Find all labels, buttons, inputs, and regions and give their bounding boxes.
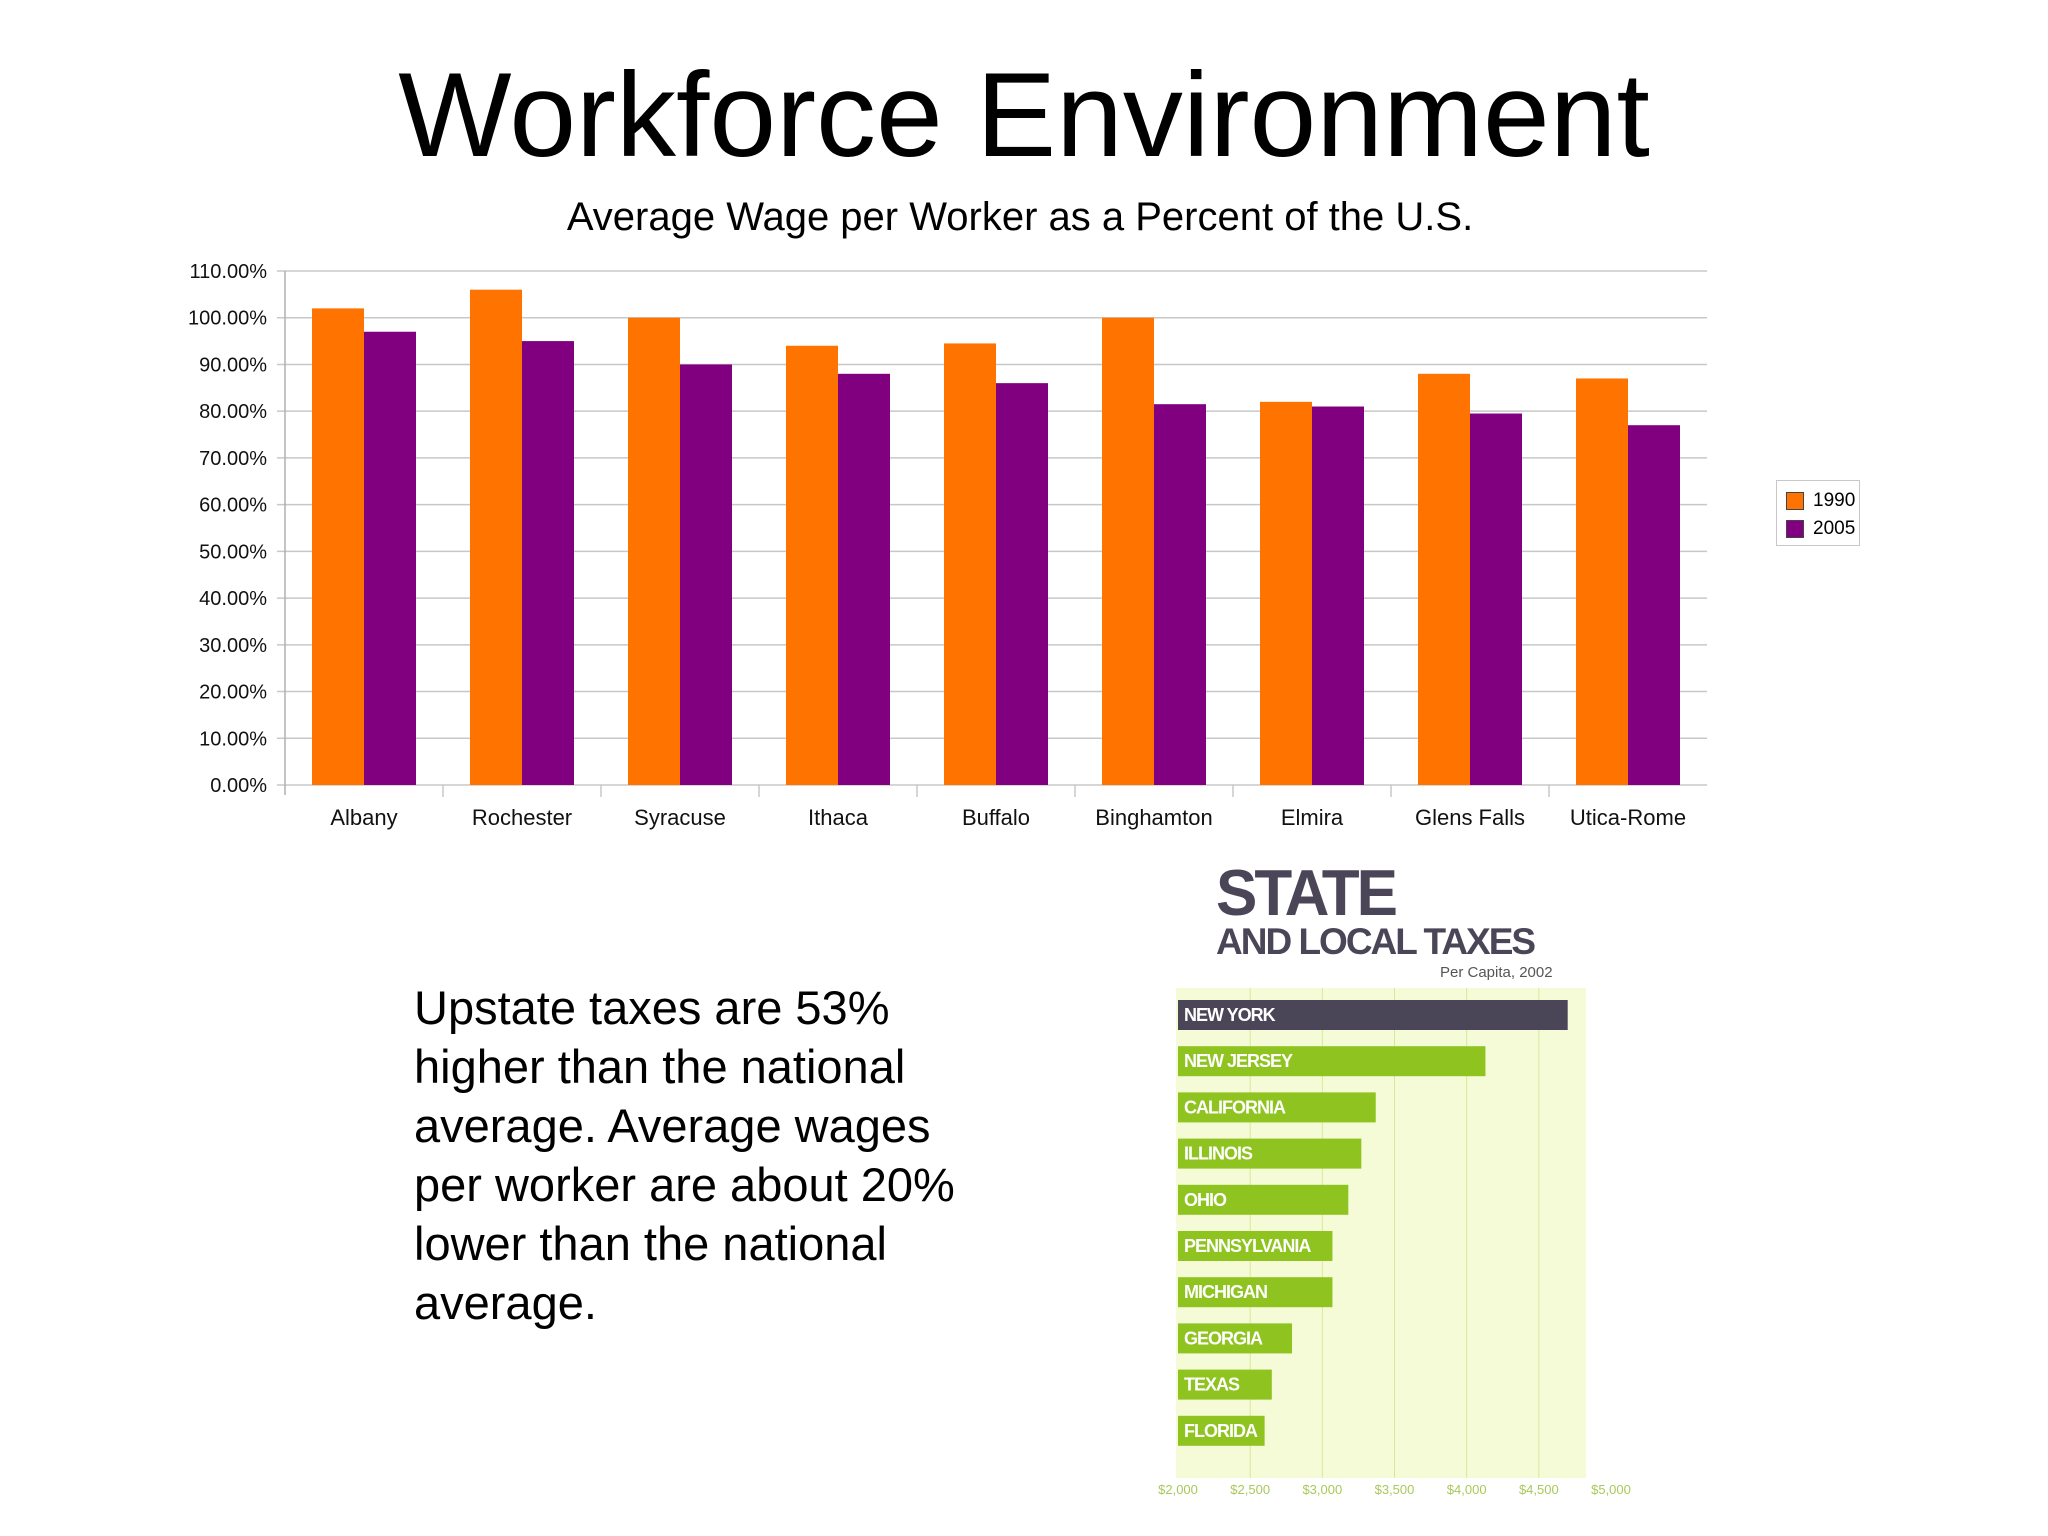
x-category-label: Albany — [330, 805, 397, 830]
y-tick-label: 70.00% — [199, 448, 267, 470]
bar-1990-buffalo — [944, 343, 996, 785]
y-tick-label: 50.00% — [199, 541, 267, 563]
legend-label-2005: 2005 — [1813, 518, 1856, 539]
tax-bar-florida — [1178, 1415, 1265, 1446]
tax-x-tick-label: $3,500 — [1375, 1482, 1415, 1497]
wage-chart-legend: 1990 2005 — [1776, 480, 1860, 546]
tax-bar-illinois — [1178, 1138, 1362, 1169]
tax-bar-new-jersey — [1178, 1046, 1486, 1077]
tax-x-tick-label: $4,000 — [1447, 1482, 1487, 1497]
tax-chart-subtitle: Per Capita, 2002 — [1440, 964, 1553, 981]
slide-title: Workforce Environment — [398, 48, 1650, 182]
y-tick-label: 40.00% — [199, 588, 267, 610]
tax-bar-label: TEXAS — [1184, 1375, 1240, 1395]
bar-2005-syracuse — [680, 364, 732, 785]
state-local-taxes-panel: STATE AND LOCAL TAXES Per Capita, 2002 $… — [1150, 857, 1631, 1497]
x-category-label: Glens Falls — [1415, 805, 1525, 830]
tax-x-tick-label: $2,500 — [1230, 1482, 1270, 1497]
tax-bar-label: NEW JERSEY — [1184, 1051, 1293, 1071]
y-tick-label: 100.00% — [188, 308, 267, 330]
tax-chart-title-line-2: AND LOCAL TAXES — [1216, 921, 1536, 962]
bar-2005-albany — [364, 331, 416, 785]
tax-chart-title: STATE — [1216, 857, 1398, 930]
tax-bar-california — [1178, 1092, 1376, 1123]
y-tick-label: 110.00% — [190, 261, 268, 283]
y-tick-label: 90.00% — [199, 354, 267, 376]
x-category-label: Elmira — [1281, 805, 1344, 830]
tax-bar-ohio — [1178, 1184, 1349, 1215]
bar-2005-glens-falls — [1470, 413, 1522, 785]
y-tick-label: 20.00% — [199, 682, 267, 704]
tax-x-tick-label: $2,000 — [1158, 1482, 1198, 1497]
y-tick-label: 30.00% — [199, 635, 267, 657]
bar-2005-utica-rome — [1628, 425, 1680, 785]
x-category-label: Utica-Rome — [1570, 805, 1686, 830]
tax-bar-label: ILLINOIS — [1184, 1144, 1253, 1164]
bar-1990-glens-falls — [1418, 373, 1470, 785]
wage-chart-title: Average Wage per Worker as a Percent of … — [566, 195, 1474, 239]
x-category-label: Syracuse — [634, 805, 726, 830]
x-category-label: Binghamton — [1095, 805, 1212, 830]
bar-1990-elmira — [1260, 401, 1312, 785]
bar-1990-albany — [312, 308, 364, 785]
tax-bar-label: NEW YORK — [1184, 1005, 1276, 1025]
tax-bar-pennsylvania — [1178, 1231, 1333, 1261]
bar-2005-elmira — [1312, 406, 1364, 785]
legend-swatch-1990 — [1786, 492, 1804, 510]
y-tick-label: 60.00% — [199, 495, 267, 517]
bar-2005-binghamton — [1154, 404, 1206, 785]
tax-bar-label: PENNSYLVANIA — [1184, 1236, 1311, 1256]
wage-bar-chart: 0.00% 10.00% 20.00% 30.00% 40.00% 50.00% 60.00… — [188, 261, 1707, 830]
legend-item-1990: 1990 — [1786, 487, 1859, 515]
x-category-label: Rochester — [472, 805, 572, 830]
legend-label-1990: 1990 — [1813, 490, 1856, 511]
tax-bar-michigan — [1178, 1277, 1333, 1308]
bar-2005-ithaca — [838, 373, 890, 785]
legend-swatch-2005 — [1786, 520, 1804, 538]
bar-1990-syracuse — [628, 317, 680, 785]
bar-1990-binghamton — [1102, 317, 1154, 785]
bar-2005-rochester — [522, 341, 574, 785]
summary-text: Upstate taxes are 53% higher than the na… — [414, 981, 955, 1329]
tax-bar-new-york — [1178, 1000, 1568, 1030]
tax-bar-label: CALIFORNIA — [1184, 1097, 1286, 1117]
y-tick-label: 80.00% — [199, 401, 267, 423]
bar-1990-rochester — [470, 289, 522, 785]
y-tick-label: 10.00% — [199, 728, 267, 750]
tax-bar-label: MICHIGAN — [1184, 1282, 1267, 1302]
tax-chart-area: $2,000 $2,500 $3,000 $3,500 $4,000 $4,500 $5,0… — [1158, 988, 1631, 1497]
tax-x-tick-label: $4,500 — [1519, 1482, 1559, 1497]
tax-bar-label: GEORGIA — [1184, 1328, 1263, 1348]
bar-2005-buffalo — [996, 383, 1048, 785]
tax-bar-label: OHIO — [1184, 1190, 1227, 1210]
legend-item-2005: 2005 — [1786, 515, 1859, 543]
tax-bar-georgia — [1178, 1323, 1293, 1354]
tax-x-tick-label: $3,000 — [1302, 1482, 1342, 1497]
x-category-label: Ithaca — [808, 805, 869, 830]
tax-bar-texas — [1178, 1369, 1272, 1400]
x-category-label: Buffalo — [962, 805, 1030, 830]
bar-1990-utica-rome — [1576, 378, 1628, 785]
tax-bar-label: FLORIDA — [1184, 1421, 1258, 1441]
tax-x-tick-label: $5,000 — [1591, 1482, 1631, 1497]
tax-bar-chart: $2,000 $2,500 $3,000 $3,500 $4,000 $4,500 $5,0… — [1158, 988, 1631, 1497]
bar-1990-ithaca — [786, 345, 838, 785]
y-tick-label: 0.00% — [210, 775, 267, 797]
